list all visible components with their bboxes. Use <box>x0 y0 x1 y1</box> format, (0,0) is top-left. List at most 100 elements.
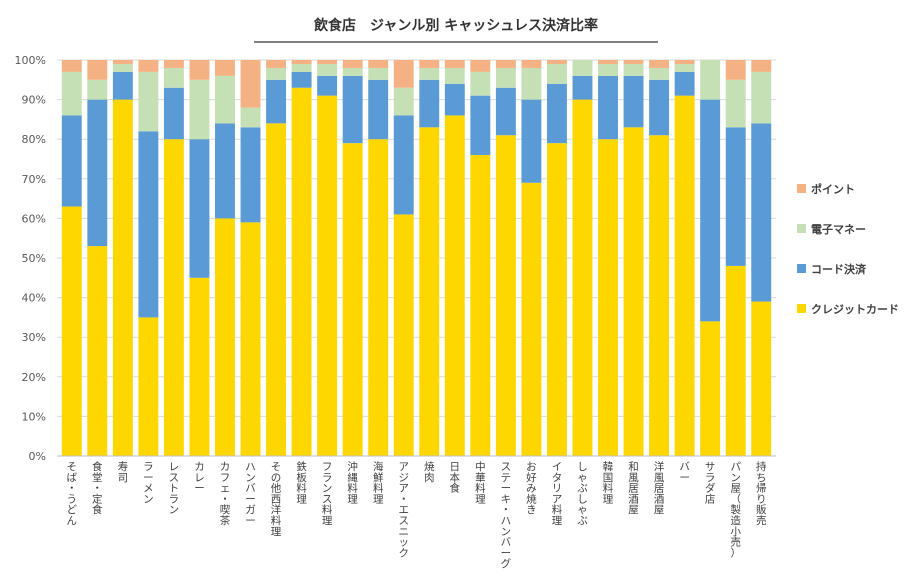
bar-segment <box>419 60 440 68</box>
bar-segment <box>215 218 235 456</box>
bar-segment <box>87 246 108 456</box>
x-tick-label: 持ち帰り販売 <box>756 460 767 527</box>
bar-segment <box>521 60 542 68</box>
bar-segment <box>342 60 363 68</box>
bar-segment <box>189 79 210 140</box>
bar-layer <box>61 60 772 457</box>
y-tick-label: 30% <box>22 331 46 344</box>
bar-segment <box>572 75 593 100</box>
x-tick-label: 食堂・定食 <box>92 460 103 516</box>
bar-segment <box>342 75 363 144</box>
y-tick-label: 50% <box>22 252 46 265</box>
bar-segment <box>751 60 772 72</box>
bar-segment <box>291 87 312 456</box>
bar-segment <box>495 87 516 136</box>
bar-segment <box>112 60 133 64</box>
y-tick-label: 10% <box>22 410 46 423</box>
bar-segment <box>87 99 108 247</box>
bar-segment <box>623 127 644 456</box>
bar-segment <box>470 95 491 156</box>
bar-segment <box>61 115 82 207</box>
bar-segment <box>495 67 516 88</box>
x-tick-label: ステーキ・ハンバーグ <box>501 461 512 570</box>
bar-segment <box>419 67 440 80</box>
bar-segment <box>649 67 670 80</box>
bar-segment <box>189 139 210 278</box>
y-tick-label: 90% <box>22 94 46 107</box>
bar-segment <box>266 79 287 124</box>
bar-segment <box>61 71 82 116</box>
bar-segment <box>521 67 542 100</box>
bar-segment <box>393 87 414 116</box>
x-tick-label: 中華料理 <box>475 460 486 505</box>
bar-segment <box>521 99 542 183</box>
bar-segment <box>649 135 670 457</box>
chart-title: 飲食店 ジャンル別 キャッシュレス決済比率 <box>313 17 598 34</box>
bar-segment <box>444 115 465 456</box>
bar-segment <box>444 83 465 116</box>
legend-swatch <box>797 184 806 193</box>
bar-segment <box>317 60 338 64</box>
bar-segment <box>725 127 746 266</box>
bar-segment <box>546 60 567 64</box>
legend-label: 電子マネー <box>811 223 866 236</box>
bar-segment <box>700 99 721 322</box>
bar-segment <box>163 87 184 140</box>
bar-segment <box>521 182 542 456</box>
y-tick-label: 0% <box>29 450 46 463</box>
bar-segment <box>61 206 82 456</box>
bar-segment <box>598 60 618 64</box>
bar-segment <box>240 127 261 223</box>
bar-segment <box>546 83 567 144</box>
x-tick-label: ハンバーガー <box>245 461 256 527</box>
legend-label: コード決済 <box>811 262 867 276</box>
y-tick-label: 40% <box>22 292 46 305</box>
x-tick-label: 海鮮料理 <box>373 460 384 505</box>
x-tick-label: お好み焼き <box>526 461 537 516</box>
bar-segment <box>546 63 567 84</box>
bar-segment <box>240 60 261 108</box>
bar-segment <box>598 75 618 140</box>
x-tick-label: 和風居酒屋 <box>628 461 639 516</box>
bar-segment <box>649 60 670 68</box>
bar-segment <box>317 95 338 456</box>
bar-segment <box>495 60 516 68</box>
bar-segment <box>138 317 159 456</box>
x-tick-label: 日本食 <box>450 461 461 495</box>
bar-segment <box>572 60 593 76</box>
bar-segment <box>215 75 235 124</box>
x-tick-label: そば・うどん <box>67 461 78 527</box>
bar-segment <box>368 79 389 140</box>
bar-segment <box>725 60 746 80</box>
bar-segment <box>368 139 389 456</box>
bar-segment <box>342 67 363 76</box>
x-axis: そば・うどん 食堂・定食 寿司 ラーメン レストラン カレー カフェ・喫茶 ハンバーガー その他… <box>67 460 767 570</box>
y-tick-label: 20% <box>22 371 46 384</box>
bar-segment <box>291 71 312 88</box>
bar-segment <box>163 67 184 88</box>
bar-segment <box>700 60 721 100</box>
x-tick-label: カレー <box>194 461 205 495</box>
bar-segment <box>725 265 746 456</box>
bar-segment <box>393 60 414 88</box>
bar-segment <box>623 60 644 64</box>
x-tick-label: その他西洋料理 <box>271 461 282 538</box>
bar-segment <box>393 214 414 456</box>
legend-swatch <box>797 304 806 313</box>
bar-segment <box>700 321 721 456</box>
bar-segment <box>674 60 695 64</box>
x-tick-label: 韓国料理 <box>603 461 614 505</box>
bar-segment <box>444 67 465 84</box>
x-tick-label: イタリア料理 <box>552 461 563 527</box>
bar-segment <box>317 75 338 96</box>
y-tick-label: 80% <box>22 133 46 146</box>
bar-segment <box>649 79 670 136</box>
x-tick-label: 沖縄料理 <box>347 460 358 505</box>
bar-segment <box>87 60 108 80</box>
bar-segment <box>444 60 465 68</box>
bar-segment <box>419 79 440 128</box>
bar-segment <box>189 277 210 456</box>
